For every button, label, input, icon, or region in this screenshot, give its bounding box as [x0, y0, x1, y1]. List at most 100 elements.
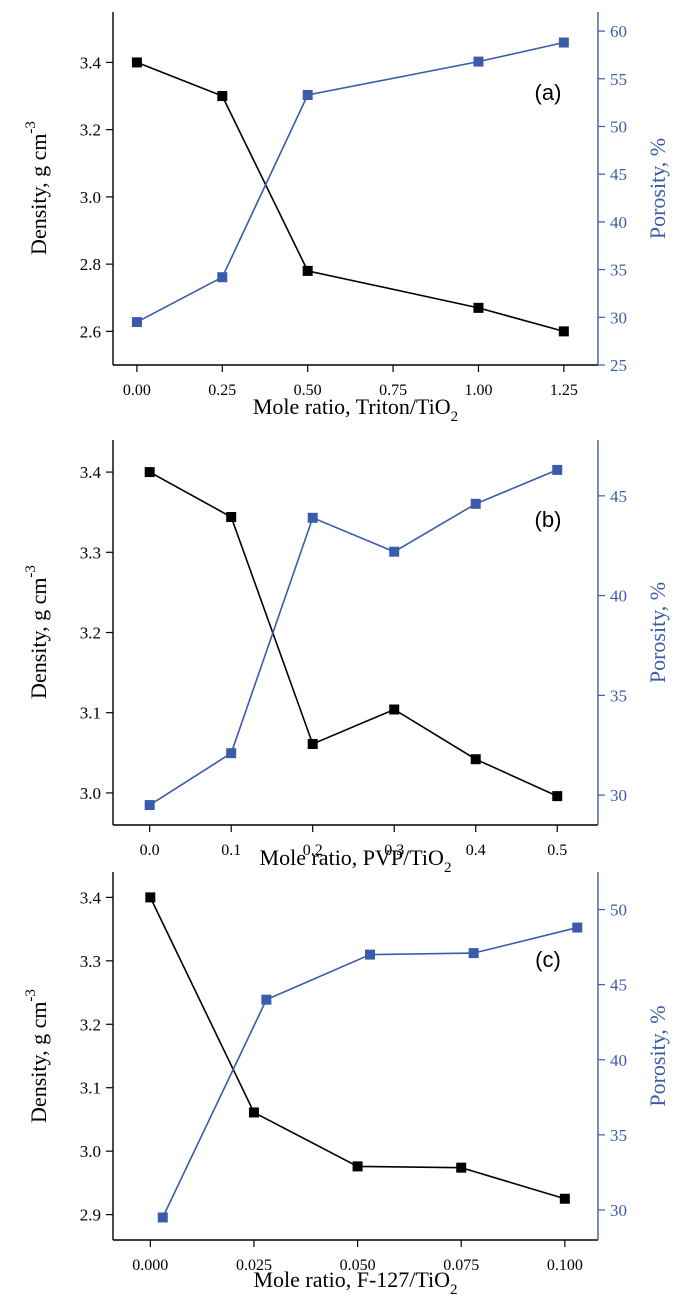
y-tick-label: 3.4 [80, 888, 102, 907]
x-tick-label: 0.075 [443, 1257, 479, 1274]
y-tick-label: 2.9 [80, 1206, 101, 1225]
y2-tick-label: 30 [610, 308, 627, 327]
porosity-point [226, 748, 237, 759]
porosity-point [217, 272, 228, 283]
y-tick-label: 3.2 [80, 121, 101, 140]
density-point [456, 1162, 467, 1173]
density-line [149, 471, 558, 797]
panel-label: (b) [535, 507, 562, 532]
y-axis-label-superscript: -3 [23, 989, 39, 1002]
chart-panel-2: 0.0 0.1 0.2 0.3 0.4 0.5 3.0 3.1 3.2 3.3 3.4 30 35 40 4… [23, 440, 670, 876]
porosity-point [307, 512, 318, 523]
x-axis-label-text: Mole ratio, Triton/TiO [253, 394, 451, 419]
y-tick-label: 3.1 [80, 1079, 101, 1098]
density-point [559, 1193, 570, 1204]
x-tick-label: 0.100 [547, 1257, 583, 1274]
x-tick-label: 0.0 [140, 842, 160, 859]
y2-tick-label: 40 [610, 213, 627, 232]
density-point [473, 302, 484, 313]
y2-axis-label: Porosity, % [645, 138, 670, 239]
y2-tick-label: 60 [610, 22, 627, 41]
x-tick-label: 0.1 [221, 842, 241, 859]
y2-tick-label: 35 [610, 686, 627, 705]
y-axis-label-superscript: -3 [23, 565, 39, 578]
x-tick-label: 1.25 [550, 382, 578, 399]
density-point [145, 892, 156, 903]
x-axis-label-text: Mole ratio, PVP/TiO [260, 845, 444, 870]
y-tick-label: 2.8 [80, 255, 101, 274]
y-tick-label: 3.2 [80, 1015, 101, 1034]
y-axis-label: Density, g cm-3 [23, 121, 51, 255]
chart-panel-1: 0.00 0.25 0.50 0.75 1.00 1.25 2.6 2.8 3.0 3.2 3.4 2… [23, 12, 670, 425]
y-axis-label-text: Density, g cm [26, 134, 51, 255]
x-axis-label-subscript: 2 [444, 860, 452, 876]
y-tick-label: 3.3 [80, 543, 101, 562]
x-axis-label-text: Mole ratio, F-127/TiO [253, 1267, 450, 1292]
y2-tick-label: 45 [610, 976, 627, 995]
density-point [144, 467, 155, 478]
density-point [131, 57, 142, 68]
porosity-point [131, 317, 142, 328]
y-tick-label: 3.0 [80, 784, 101, 803]
porosity-point [261, 994, 272, 1005]
x-tick-label: 0.000 [132, 1257, 168, 1274]
porosity-point [470, 498, 481, 509]
y-tick-label: 3.4 [80, 463, 102, 482]
x-axis-label-subscript: 2 [450, 1282, 458, 1298]
x-axis-label: Mole ratio, PVP/TiO2 [260, 845, 452, 876]
y2-tick-label: 40 [610, 1051, 627, 1070]
density-point [226, 512, 237, 522]
porosity-point [365, 949, 376, 960]
x-axis-label: Mole ratio, Triton/TiO2 [253, 394, 458, 425]
y2-tick-label: 30 [610, 786, 627, 805]
y-axis-label-superscript: -3 [23, 121, 39, 134]
y2-tick-label: 45 [610, 165, 627, 184]
y-tick-label: 3.0 [80, 188, 101, 207]
x-tick-label: 0.4 [466, 842, 486, 859]
porosity-line [149, 469, 558, 806]
y2-tick-label: 45 [610, 487, 627, 506]
y-tick-label: 3.0 [80, 1142, 101, 1161]
y2-tick-label: 50 [610, 117, 627, 136]
porosity-point [572, 922, 583, 933]
y-tick-label: 3.2 [80, 624, 101, 643]
y-tick-label: 3.1 [80, 704, 101, 723]
density-point [302, 265, 313, 276]
density-point [470, 754, 481, 765]
y2-axis-label: Porosity, % [645, 1005, 670, 1106]
porosity-line [162, 926, 578, 1218]
porosity-point [552, 464, 563, 475]
x-tick-label: 0.2 [303, 842, 323, 859]
porosity-point [389, 546, 400, 557]
x-tick-label: 0.25 [208, 382, 236, 399]
porosity-point [473, 56, 484, 67]
porosity-point [157, 1212, 168, 1223]
x-tick-label: 0.3 [384, 842, 404, 859]
y-axis-label: Density, g cm-3 [23, 989, 51, 1123]
x-tick-label: 0.5 [547, 842, 567, 859]
x-tick-label: 0.50 [294, 382, 322, 399]
y-axis-label-text: Density, g cm [26, 578, 51, 699]
x-tick-label: 1.00 [464, 382, 492, 399]
y2-tick-label: 30 [610, 1201, 627, 1220]
y2-tick-label: 25 [610, 356, 627, 375]
y2-tick-label: 55 [610, 70, 627, 89]
y2-tick-label: 35 [610, 1126, 627, 1145]
y2-tick-label: 50 [610, 901, 627, 920]
chart-panel-3: 0.000 0.025 0.050 0.075 0.100 2.9 3.0 3.1 3.2 3.3… [23, 872, 670, 1298]
y2-tick-label: 35 [610, 261, 627, 280]
y-axis-label: Density, g cm-3 [23, 565, 51, 699]
density-point [248, 1107, 259, 1118]
x-tick-label: 0.75 [379, 382, 407, 399]
y-axis-label-text: Density, g cm [26, 1002, 51, 1123]
y-tick-label: 3.3 [80, 952, 101, 971]
y-tick-label: 2.6 [80, 322, 101, 341]
density-point [352, 1161, 363, 1172]
porosity-point [468, 948, 479, 959]
y-tick-label: 3.4 [80, 53, 102, 72]
y2-axis-label: Porosity, % [645, 582, 670, 683]
density-line [149, 897, 566, 1200]
density-line [136, 61, 565, 333]
y2-tick-label: 40 [610, 587, 627, 606]
